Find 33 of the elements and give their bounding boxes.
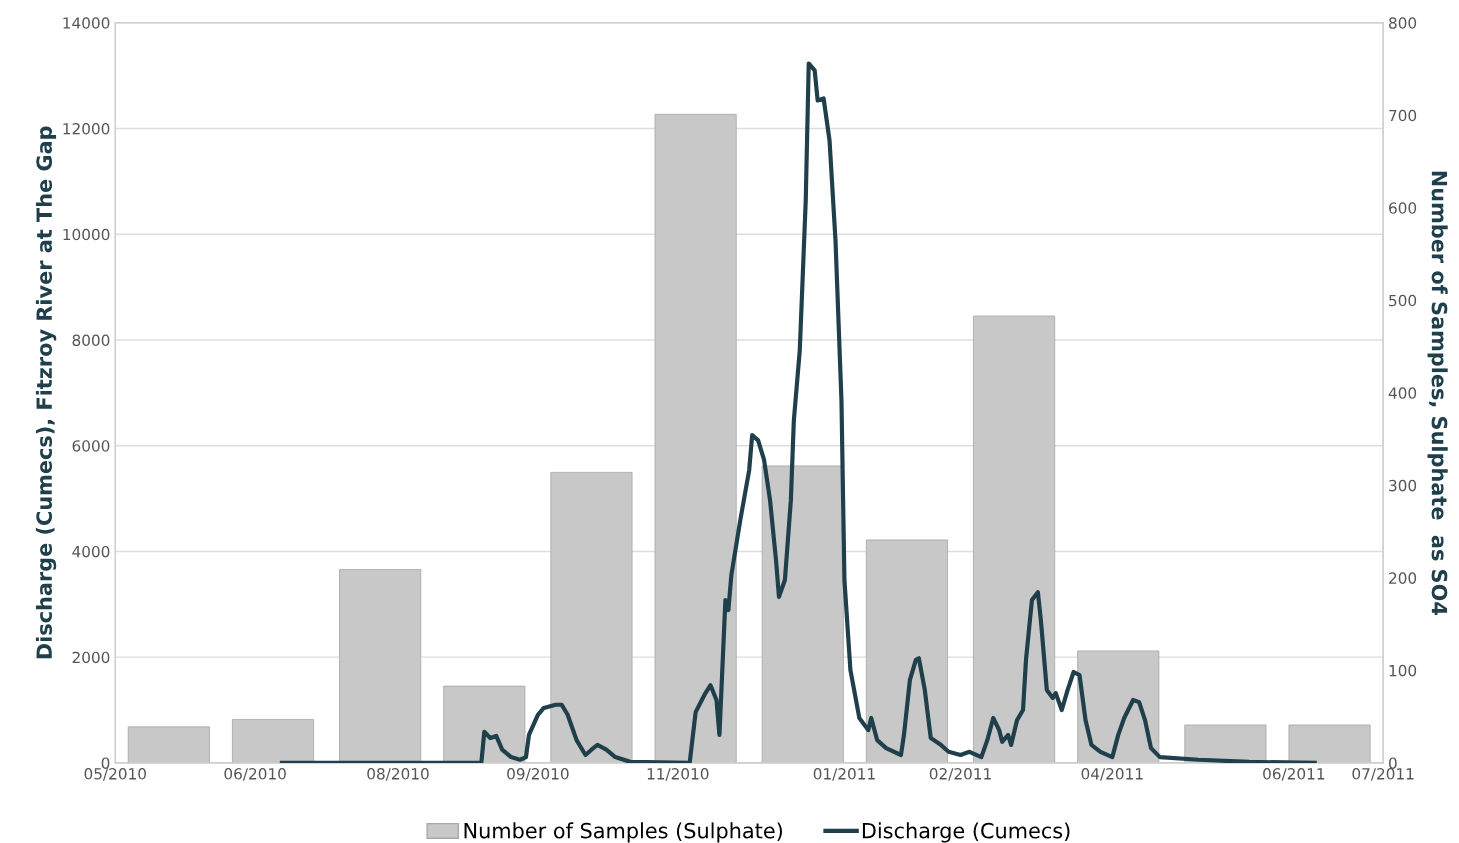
y-tick-label: 10000 <box>63 228 110 241</box>
bar <box>339 569 422 763</box>
x-tick-label: 06/2011 <box>1263 768 1325 781</box>
x-tick-label: 08/2010 <box>367 768 429 781</box>
x-tick-label: 09/2010 <box>507 768 569 781</box>
y2-tick-label: 800 <box>1389 17 1417 29</box>
y-tick-label: 4000 <box>72 545 110 558</box>
y2-tick-label: 0 <box>1389 757 1397 769</box>
y-tick-label: 0 <box>101 757 110 769</box>
y2-tick-label: 500 <box>1389 294 1417 307</box>
y-tick-label: 12000 <box>63 122 110 135</box>
legend-label: Number of Samples (Sulphate) <box>464 822 782 843</box>
y2-tick-label: 700 <box>1389 109 1417 122</box>
x-tick-label: 01/2011 <box>813 768 875 781</box>
y-tick-label: 8000 <box>72 334 110 346</box>
x-tick-label: 04/2011 <box>1081 768 1143 781</box>
x-tick-label: 02/2011 <box>929 768 991 781</box>
y-axis-title: Discharge (Cumecs), Fitzroy River at The Gap <box>35 126 57 659</box>
x-tick-label: 11/2010 <box>647 768 709 781</box>
y2-tick-label: 400 <box>1388 387 1417 399</box>
line-series <box>279 61 1317 763</box>
y-tick-label: 14000 <box>63 17 110 29</box>
y-tick-label: 2000 <box>72 651 110 664</box>
y2-axis-title: Number of Samples, Sulphate as SO4 <box>1427 171 1448 615</box>
y2-tick-label: 300 <box>1389 479 1417 492</box>
y2-tick-label: 100 <box>1389 664 1417 677</box>
x-tick-label: 06/2010 <box>224 768 286 781</box>
x-tick-label: 05/2010 <box>84 768 146 781</box>
y2-tick-label: 200 <box>1389 572 1417 584</box>
y-tick-label: 6000 <box>72 440 110 452</box>
y2-tick-label: 600 <box>1389 202 1417 214</box>
x-tick-label: 07/2011 <box>1352 768 1414 781</box>
legend-label: Discharge (Cumecs) <box>862 822 1070 843</box>
